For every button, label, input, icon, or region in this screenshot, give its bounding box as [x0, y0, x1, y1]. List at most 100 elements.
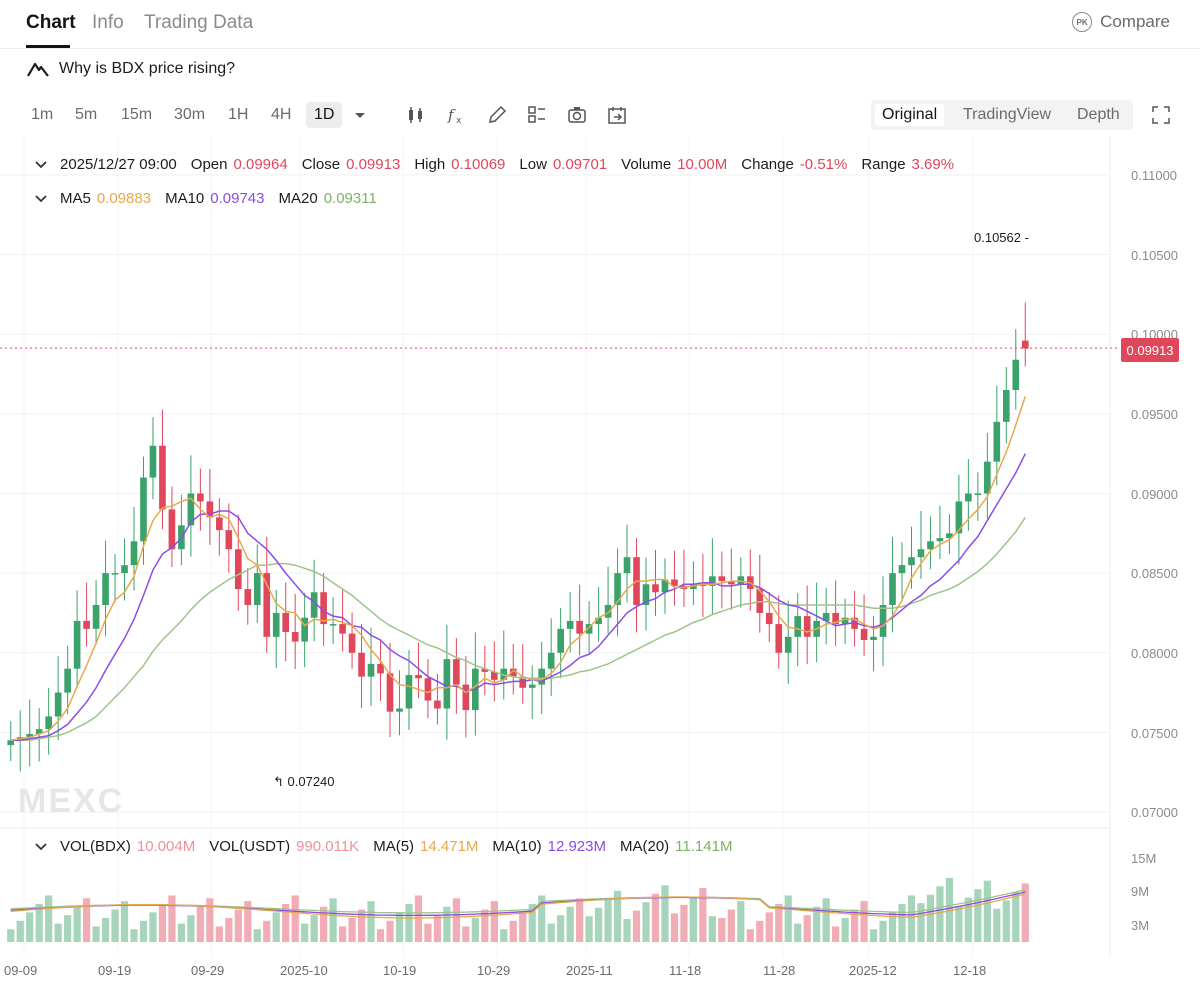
- ai-insight-link[interactable]: Why is BDX price rising?: [27, 60, 235, 78]
- indicators-fx-icon[interactable]: f x: [446, 104, 468, 126]
- date-axis-tick: 12-18: [953, 963, 987, 978]
- volume-bar: [433, 915, 442, 942]
- candle-body: [794, 616, 802, 637]
- change-label: Change: [741, 156, 794, 173]
- timeframe-5m[interactable]: 5m: [75, 106, 98, 123]
- candlestick-type-icon[interactable]: [405, 104, 427, 126]
- candle-body: [263, 573, 271, 637]
- candle-body: [974, 493, 982, 495]
- candle-body: [102, 573, 109, 605]
- candle-body: [690, 584, 697, 590]
- candle-body: [140, 477, 147, 542]
- volume-bar: [462, 926, 470, 942]
- volume-bar: [481, 909, 489, 942]
- candle-body: [509, 668, 517, 677]
- candle-body: [54, 692, 62, 717]
- candle-body: [320, 592, 327, 625]
- low-value: 0.09701: [552, 156, 608, 173]
- volume-legend: VOL(BDX) 10.004M VOL(USDT) 990.011K MA(5) 1…: [34, 838, 732, 855]
- candle-body: [168, 509, 176, 550]
- volume-bar: [225, 917, 233, 942]
- timeframe-dropdown-icon[interactable]: [349, 104, 371, 126]
- period-high-marker: 0.10562 -: [974, 230, 1029, 245]
- volume-bar: [376, 929, 385, 942]
- compare-button[interactable]: PK Compare: [1072, 12, 1170, 32]
- range-label: Range: [861, 156, 906, 173]
- view-tradingview[interactable]: TradingView: [963, 106, 1052, 123]
- candle-body: [83, 620, 90, 629]
- compare-icon: PK: [1072, 12, 1093, 32]
- candle-body: [348, 633, 356, 653]
- volume-bar: [642, 902, 650, 942]
- candle-body: [415, 675, 422, 679]
- ma20-line: [10, 516, 1026, 742]
- candle-body: [149, 445, 157, 478]
- volume-bar: [585, 916, 593, 942]
- candle-body: [253, 573, 261, 605]
- volume-bar: [794, 923, 802, 942]
- volume-bar: [73, 906, 81, 942]
- fullscreen-icon[interactable]: [1150, 104, 1172, 126]
- candle-body: [272, 612, 280, 637]
- ma-collapse-icon[interactable]: [34, 194, 48, 204]
- date-axis-tick: 2025-12: [849, 963, 897, 978]
- tab-info[interactable]: Info: [92, 12, 124, 33]
- date-axis-tick: 10-19: [383, 963, 417, 978]
- period-low-marker: ↰ 0.07240: [273, 774, 335, 789]
- candle-body: [614, 573, 621, 605]
- timeframe-15m[interactable]: 15m: [121, 106, 153, 123]
- candle-body: [803, 616, 811, 637]
- view-original[interactable]: Original: [875, 104, 945, 126]
- date-axis-tick: 09-09: [4, 963, 38, 978]
- candle-body: [576, 620, 583, 634]
- timeframe-4h[interactable]: 4H: [271, 106, 292, 123]
- timeframe-1d[interactable]: 1D: [306, 102, 343, 128]
- volume-bar: [888, 912, 897, 942]
- ma10-label: MA10: [165, 190, 205, 207]
- candle-body: [424, 678, 432, 701]
- view-depth[interactable]: Depth: [1077, 106, 1120, 123]
- candle-body: [557, 628, 564, 653]
- camera-icon[interactable]: [566, 104, 588, 126]
- candle-body: [671, 579, 678, 586]
- volume-bar: [519, 912, 527, 942]
- volume-bar: [680, 904, 688, 942]
- volume-bar: [576, 898, 584, 942]
- volume-bar: [452, 898, 460, 942]
- candle-body: [1002, 389, 1010, 422]
- candle-body: [927, 541, 934, 550]
- volume-bar: [547, 923, 555, 942]
- tab-chart[interactable]: Chart: [26, 12, 76, 33]
- candle-body: [434, 700, 441, 709]
- date-axis-tick: 11-28: [763, 963, 796, 978]
- price-chart[interactable]: [0, 136, 1200, 988]
- volume-bar: [765, 912, 773, 942]
- volume-bar: [670, 913, 679, 942]
- volume-bar: [557, 915, 565, 942]
- candle-body: [64, 668, 71, 693]
- candle-body: [159, 445, 166, 510]
- candle-body: [832, 612, 839, 625]
- volume-collapse-icon[interactable]: [34, 842, 48, 852]
- volume-bar: [348, 917, 356, 942]
- calendar-jump-icon[interactable]: [606, 104, 628, 126]
- candle-body: [339, 624, 346, 634]
- timeframe-1h[interactable]: 1H: [228, 106, 249, 123]
- draw-pencil-icon[interactable]: [486, 104, 508, 126]
- volume-bar: [149, 912, 157, 942]
- legend-collapse-icon[interactable]: [34, 160, 48, 170]
- close-value: 0.09913: [346, 156, 401, 173]
- volume-bar: [16, 920, 24, 942]
- tab-trading-data[interactable]: Trading Data: [144, 12, 254, 33]
- volume-bar: [936, 886, 944, 942]
- candle-body: [623, 557, 631, 574]
- volume-bar: [168, 895, 176, 942]
- volume-bar: [964, 897, 972, 942]
- last-price-tag: 0.09913: [1121, 338, 1179, 362]
- timeframe-1m[interactable]: 1m: [31, 106, 54, 123]
- candle-body: [291, 632, 299, 642]
- timeframe-30m[interactable]: 30m: [174, 106, 206, 123]
- layout-grid-icon[interactable]: [526, 104, 548, 126]
- volume-bar: [490, 901, 498, 942]
- volume-bar: [139, 920, 148, 942]
